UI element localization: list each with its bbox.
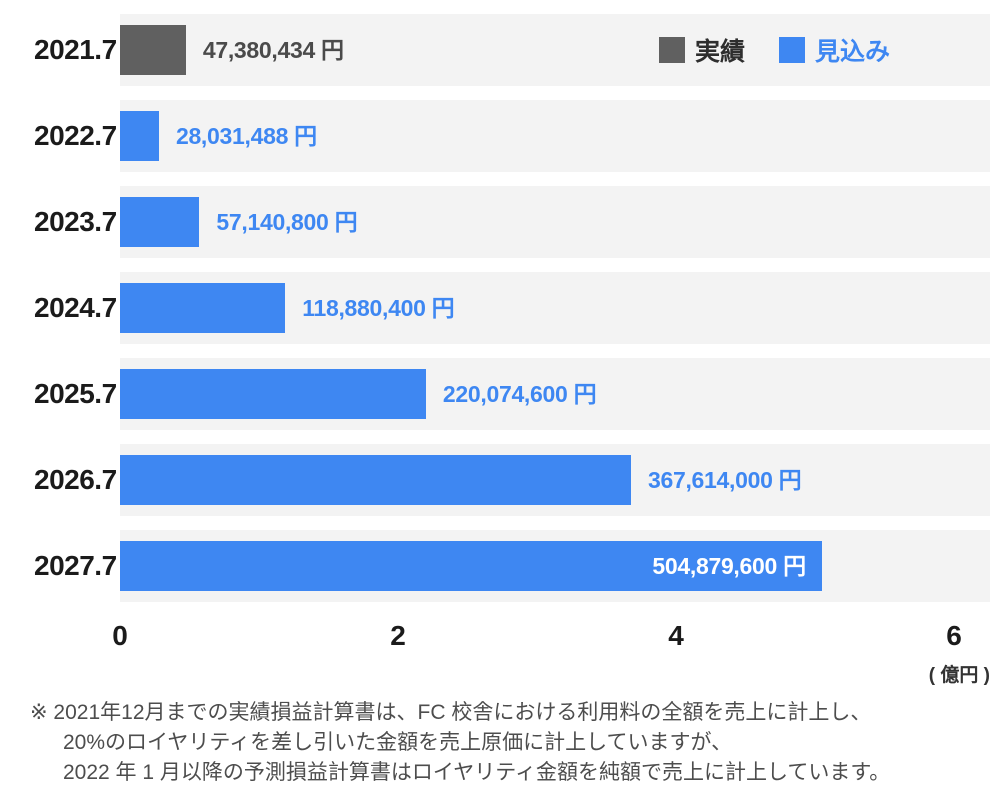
x-axis-unit-label: ( 億円 ) — [928, 665, 990, 686]
value-label-2021-7: 47,380,434 円 — [202, 37, 344, 63]
value-label-2025-7: 220,074,600 円 — [442, 381, 597, 407]
x-tick-0: 0 — [112, 620, 128, 651]
category-label-2026-7: 2026.7 — [34, 464, 117, 495]
value-label-2024-7: 118,880,400 円 — [302, 295, 455, 321]
x-tick-2: 2 — [390, 620, 406, 651]
row-2022-7: 2022.7 28,031,488 円 — [0, 100, 1000, 172]
x-axis: 0 2 4 6 — [0, 620, 1000, 654]
legend: 実績 見込み — [658, 32, 890, 68]
footnote-line-2: 20%のロイヤリティを差し引いた金額を売上原価に計上していますが、 — [63, 731, 733, 754]
bar-2027-7 — [120, 541, 822, 591]
x-tick-4: 4 — [668, 620, 684, 651]
bar-2023-7 — [120, 197, 200, 247]
legend-forecast-label: 見込み — [814, 38, 890, 66]
row-2026-7: 2026.7 367,614,000 円 — [0, 444, 1000, 516]
bar-2025-7 — [120, 369, 426, 419]
footnote: ※ 2021年12月までの実績損益計算書は、FC 校舎における利用料の全額を売上… — [30, 698, 980, 788]
row-band: 367,614,000 円 — [120, 444, 990, 516]
row-2021-7: 2021.7 47,380,434 円 実績 見込み — [0, 14, 1000, 86]
bar-2022-7 — [120, 111, 159, 161]
bar-2021-7 — [120, 25, 186, 75]
category-label-2021-7: 2021.7 — [34, 34, 117, 65]
legend-forecast-swatch — [778, 37, 805, 63]
value-label-2022-7: 28,031,488 円 — [175, 123, 317, 149]
category-label-2022-7: 2022.7 — [34, 120, 117, 151]
row-2027-7: 2027.7 504,879,600 円 — [0, 530, 1000, 602]
bar-2024-7 — [120, 283, 286, 333]
x-tick-6: 6 — [946, 620, 962, 651]
category-label-2023-7: 2023.7 — [34, 206, 117, 237]
category-label-2027-7: 2027.7 — [34, 550, 117, 581]
bar-2026-7 — [120, 455, 631, 505]
row-2024-7: 2024.7 118,880,400 円 — [0, 272, 1000, 344]
category-label-2025-7: 2025.7 — [34, 378, 117, 409]
row-band: 504,879,600 円 — [120, 530, 990, 602]
row-band: 28,031,488 円 — [120, 100, 990, 172]
legend-actual-label: 実績 — [694, 38, 745, 66]
value-label-2026-7: 367,614,000 円 — [647, 467, 802, 493]
footnote-line-1: ※ 2021年12月までの実績損益計算書は、FC 校舎における利用料の全額を売上… — [30, 701, 872, 724]
row-band: 118,880,400 円 — [120, 272, 990, 344]
value-label-2027-7: 504,879,600 円 — [652, 553, 806, 579]
legend-actual-swatch — [658, 37, 685, 63]
row-band: 47,380,434 円 実績 見込み — [120, 14, 990, 86]
value-label-2023-7: 57,140,800 円 — [216, 209, 358, 235]
row-2025-7: 2025.7 220,074,600 円 — [0, 358, 1000, 430]
category-label-2024-7: 2024.7 — [34, 292, 117, 323]
footnote-line-3: 2022 年 1 月以降の予測損益計算書はロイヤリティ金額を純額で売上に計上して… — [63, 761, 891, 784]
row-2023-7: 2023.7 57,140,800 円 — [0, 186, 1000, 258]
row-band: 57,140,800 円 — [120, 186, 990, 258]
row-band: 220,074,600 円 — [120, 358, 990, 430]
